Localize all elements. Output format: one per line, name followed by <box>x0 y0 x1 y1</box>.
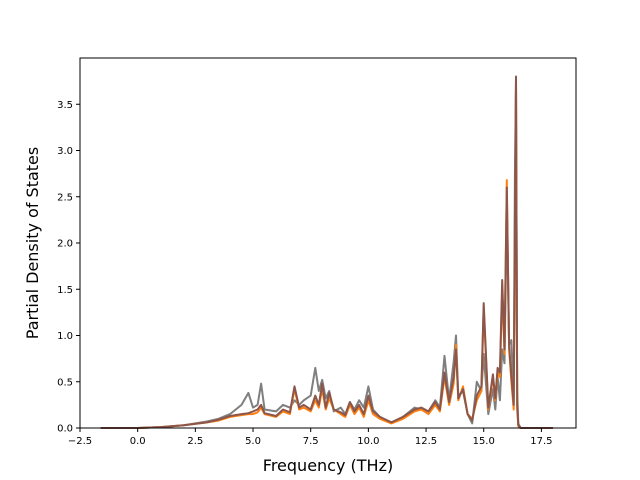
x-axis-title: Frequency (THz) <box>263 456 393 475</box>
x-tick-label: 0.0 <box>130 436 146 447</box>
x-axis: −2.5 0.0 2.5 5.0 7.5 10.0 12.5 15.0 17.5 <box>68 428 553 447</box>
y-tick-label: 3.5 <box>57 100 73 111</box>
x-tick-label: 15.0 <box>473 436 495 447</box>
x-tick-label: 10.0 <box>357 436 379 447</box>
y-tick-label: 1.0 <box>57 331 73 342</box>
y-tick-label: 0.0 <box>57 424 73 435</box>
x-tick-label: 12.5 <box>415 436 437 447</box>
y-axis: 0.0 0.5 1.0 1.5 2.0 2.5 3.0 3.5 <box>57 100 80 435</box>
y-axis-title: Partial Density of States <box>23 147 42 339</box>
y-tick-label: 2.0 <box>57 239 73 250</box>
x-tick-label: 7.5 <box>303 436 319 447</box>
y-tick-label: 2.5 <box>57 192 73 203</box>
y-tick-label: 1.5 <box>57 285 73 296</box>
x-tick-label: 5.0 <box>245 436 261 447</box>
x-tick-label: 17.5 <box>530 436 552 447</box>
series-layer <box>100 75 553 429</box>
x-tick-label: −2.5 <box>68 436 92 447</box>
series-line-3 <box>100 75 553 429</box>
series-line-1 <box>100 77 553 429</box>
y-tick-label: 3.0 <box>57 146 73 157</box>
y-tick-label: 0.5 <box>57 377 73 388</box>
x-tick-label: 2.5 <box>187 436 203 447</box>
